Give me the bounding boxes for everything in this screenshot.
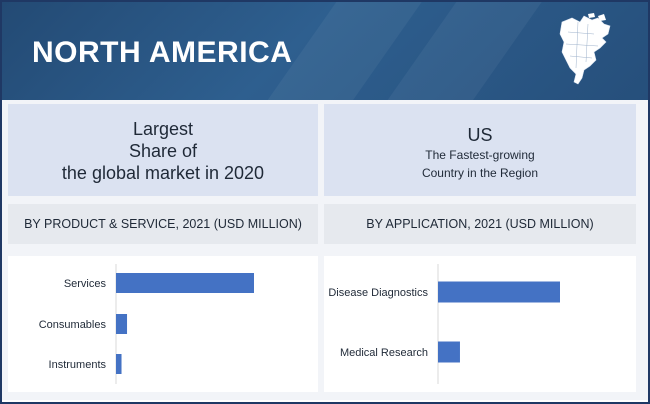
largest-share-line: the global market in 2020: [61, 163, 265, 183]
category-label: Medical Research: [340, 347, 428, 359]
bar-medical-research: [438, 341, 460, 363]
bar-instruments: [116, 354, 122, 374]
banner-title: NORTH AMERICA: [32, 36, 293, 69]
fastest-growing-box: US The Fastest-growing Country in the Re…: [324, 104, 636, 196]
bar-disease-diagnostics: [438, 281, 560, 303]
category-label: Services: [64, 278, 107, 290]
bar-services: [116, 273, 254, 293]
fastest-growing-line: The Fastest-growing: [425, 148, 535, 162]
fastest-growing-line: Country in the Region: [421, 166, 539, 180]
largest-share-line: Largest: [132, 119, 194, 139]
north-america-map-icon: [559, 13, 611, 85]
product-service-chart: Services Consumables Instruments: [8, 256, 318, 392]
bar-consumables: [116, 314, 128, 334]
category-label: Instruments: [49, 359, 107, 371]
header-banner: NORTH AMERICA: [2, 2, 648, 100]
product-service-bar-chart: Services Consumables Instruments: [39, 264, 254, 384]
application-chart: Disease Diagnostics Medical Research: [324, 256, 636, 392]
product-service-heading: BY PRODUCT & SERVICE, 2021 (USD MILLION): [8, 204, 318, 244]
application-bar-chart: Disease Diagnostics Medical Research: [328, 264, 560, 384]
largest-share-box: Largest Share of the global market in 20…: [8, 104, 318, 196]
largest-share-line: Share of: [128, 141, 198, 161]
category-label: Consumables: [39, 319, 107, 331]
fastest-growing-country: US: [467, 125, 493, 145]
application-heading: BY APPLICATION, 2021 (USD MILLION): [324, 204, 636, 244]
category-label: Disease Diagnostics: [328, 287, 428, 299]
